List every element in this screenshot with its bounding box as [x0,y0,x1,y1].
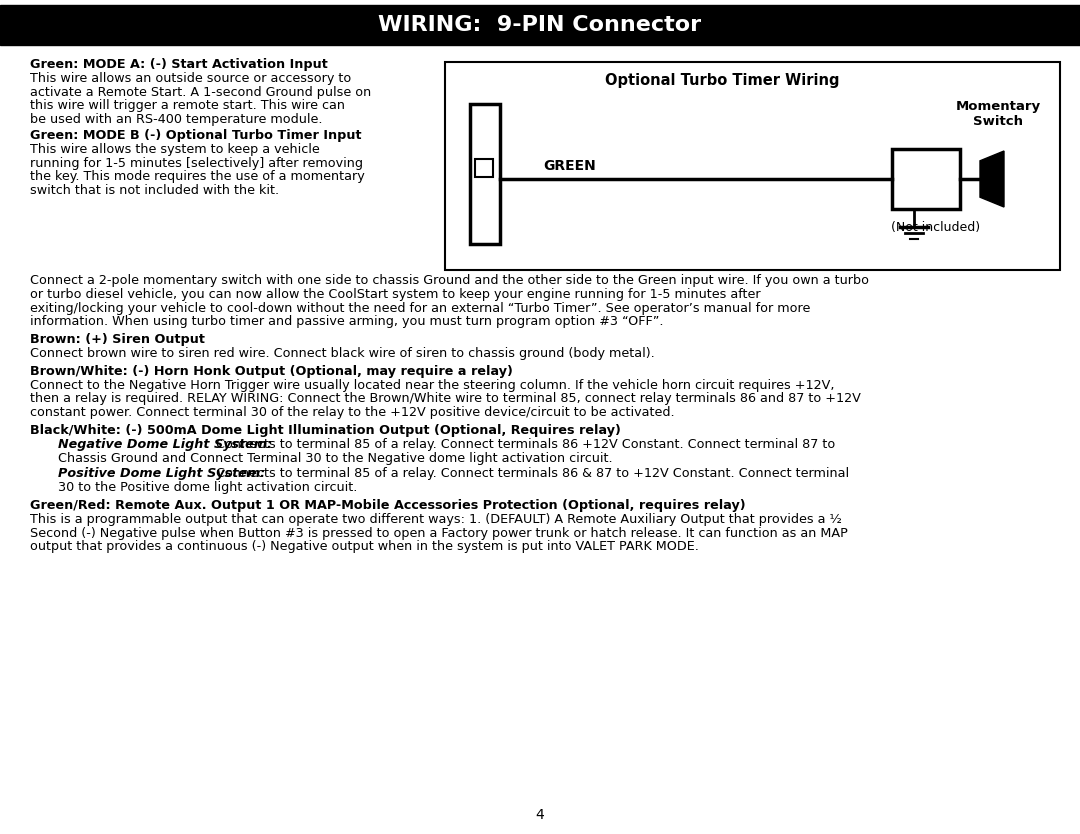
Text: be used with an RS-400 temperature module.: be used with an RS-400 temperature modul… [30,113,323,126]
Bar [475,159,492,177]
Text: Negative Dome Light System:: Negative Dome Light System: [58,438,272,451]
Text: GREEN: GREEN [543,159,596,173]
Bar [445,62,1059,270]
Bar [470,104,500,244]
Text: then a relay is required. RELAY WIRING: Connect the Brown/White wire to terminal: then a relay is required. RELAY WIRING: … [30,393,861,405]
Text: WIRING:  9-PIN Connector: WIRING: 9-PIN Connector [378,15,702,35]
Text: Green/Red: Remote Aux. Output 1 OR MAP-Mobile Accessories Protection (Optional, : Green/Red: Remote Aux. Output 1 OR MAP-M… [30,499,745,512]
Text: Connects to terminal 85 of a relay. Connect terminals 86 & 87 to +12V Constant. : Connects to terminal 85 of a relay. Conn… [212,467,849,480]
Text: Chassis Ground and Connect Terminal 30 to the Negative dome light activation cir: Chassis Ground and Connect Terminal 30 t… [58,451,612,465]
Text: Second (-) Negative pulse when Button #3 is pressed to open a Factory power trun: Second (-) Negative pulse when Button #3… [30,526,848,540]
Text: Optional Turbo Timer Wiring: Optional Turbo Timer Wiring [605,73,840,88]
Text: Positive Dome Light System:: Positive Dome Light System: [58,467,266,480]
Text: Green: MODE B (-) Optional Turbo Timer Input: Green: MODE B (-) Optional Turbo Timer I… [30,129,362,142]
Text: Connect to the Negative Horn Trigger wire usually located near the steering colu: Connect to the Negative Horn Trigger wir… [30,379,835,392]
Text: information. When using turbo timer and passive arming, you must turn program op: information. When using turbo timer and … [30,315,663,329]
Text: or turbo diesel vehicle, you can now allow the CoolStart system to keep your eng: or turbo diesel vehicle, you can now all… [30,288,760,301]
Text: Connect a 2-pole momentary switch with one side to chassis Ground and the other : Connect a 2-pole momentary switch with o… [30,274,869,287]
Polygon shape [980,151,1004,207]
Text: Black/White: (-) 500mA Dome Light Illumination Output (Optional, Requires relay): Black/White: (-) 500mA Dome Light Illumi… [30,424,621,437]
Text: constant power. Connect terminal 30 of the relay to the +12V positive device/cir: constant power. Connect terminal 30 of t… [30,406,675,420]
Text: This wire allows an outside source or accessory to: This wire allows an outside source or ac… [30,72,351,85]
Text: running for 1-5 minutes [selectively] after removing: running for 1-5 minutes [selectively] af… [30,157,363,169]
Text: Momentary
Switch: Momentary Switch [956,100,1040,128]
Text: the key. This mode requires the use of a momentary: the key. This mode requires the use of a… [30,170,365,183]
Text: 4: 4 [536,808,544,822]
Bar [0,5,1080,45]
Text: Connect brown wire to siren red wire. Connect black wire of siren to chassis gro: Connect brown wire to siren red wire. Co… [30,347,654,360]
Text: Green: MODE A: (-) Start Activation Input: Green: MODE A: (-) Start Activation Inpu… [30,58,327,71]
Text: Connects to terminal 85 of a relay. Connect terminals 86 +12V Constant. Connect : Connects to terminal 85 of a relay. Conn… [212,438,835,451]
Text: This wire allows the system to keep a vehicle: This wire allows the system to keep a ve… [30,143,320,156]
Text: switch that is not included with the kit.: switch that is not included with the kit… [30,184,279,197]
Text: Brown/White: (-) Horn Honk Output (Optional, may require a relay): Brown/White: (-) Horn Honk Output (Optio… [30,364,513,378]
Bar [892,149,960,209]
Text: output that provides a continuous (-) Negative output when in the system is put : output that provides a continuous (-) Ne… [30,540,699,554]
Text: (Not included): (Not included) [891,221,981,234]
Text: 30 to the Positive dome light activation circuit.: 30 to the Positive dome light activation… [58,481,357,495]
Text: This is a programmable output that can operate two different ways: 1. (DEFAULT) : This is a programmable output that can o… [30,513,842,525]
Text: this wire will trigger a remote start. This wire can: this wire will trigger a remote start. T… [30,99,345,113]
Text: activate a Remote Start. A 1-second Ground pulse on: activate a Remote Start. A 1-second Grou… [30,86,372,98]
Text: Brown: (+) Siren Output: Brown: (+) Siren Output [30,334,205,346]
Text: exiting/locking your vehicle to cool-down without the need for an external “Turb: exiting/locking your vehicle to cool-dow… [30,302,810,314]
